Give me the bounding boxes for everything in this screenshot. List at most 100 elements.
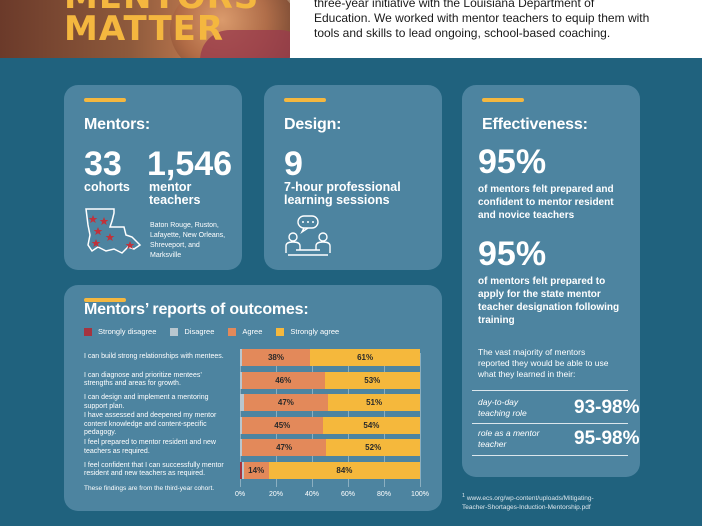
mentors-card: Mentors: 33 cohorts 1,546 mentor teacher…: [64, 85, 242, 270]
bar-row: 47% 51%: [240, 394, 420, 411]
bar-data-label: 84%: [336, 465, 353, 475]
stat1-line-2: confident to mentor resident: [478, 197, 614, 208]
x-tick-label: 0%: [234, 491, 246, 498]
legend-item: Disagree: [170, 327, 214, 336]
hero-title-line1: MENTORS: [64, 0, 259, 14]
divider: [472, 423, 628, 424]
bar-segment-agree: 47%: [243, 394, 329, 411]
legend-swatch: [276, 327, 285, 336]
bar-segment-disagree: [240, 416, 242, 434]
intro-text: three-year initiative with the Louisiana…: [314, 0, 650, 40]
bar-segment-strongly-agree: 52%: [326, 439, 420, 456]
gridline: [420, 353, 421, 487]
bar-data-label: 46%: [275, 375, 292, 385]
bar-segment-disagree: [240, 439, 242, 456]
bar-segment-agree: 38%: [241, 349, 311, 366]
louisiana-map-icon: [85, 208, 142, 254]
x-tick-label: 80%: [376, 491, 392, 498]
x-tick-label: 20%: [268, 491, 284, 498]
bar-segment-strongly-disagree: [240, 461, 242, 479]
location-line-3: Shreveport, and: [150, 242, 200, 249]
bar-data-label: 47%: [277, 398, 294, 407]
statement-label: I have assessed and deepened my mentor co…: [84, 412, 217, 437]
majority-line-2: reported they would be able to use: [478, 358, 609, 368]
row1-label-1: day-to-day: [478, 397, 519, 407]
legend-item: Agree: [228, 327, 262, 336]
statement-label: I can diagnose and prioritize mentees’ st…: [84, 371, 202, 388]
bar-data-label: 38%: [267, 353, 284, 362]
location-line-1: Baton Rouge, Ruston,: [150, 222, 219, 229]
bar-segment-strongly-agree: 51%: [328, 394, 420, 411]
bar-segment-disagree: [240, 371, 242, 389]
row2-label-1: role as a mentor: [478, 428, 540, 438]
legend-label: Strongly disagree: [98, 327, 157, 336]
x-tick-label: 60%: [340, 491, 356, 498]
stat2-line-4: training: [478, 315, 515, 326]
legend-item: Strongly disagree: [84, 327, 156, 336]
chart-footnote: These findings are from the third-year c…: [84, 485, 215, 492]
bar-data-label: 45%: [274, 420, 291, 430]
x-tick-label: 40%: [304, 491, 320, 498]
statement-label: I feel prepared to mentor resident and n…: [84, 439, 216, 455]
bar-data-label: 53%: [364, 375, 381, 385]
row1-label-2: teaching role: [478, 408, 527, 418]
accent-bar: [84, 98, 126, 102]
legend-label: Disagree: [184, 327, 215, 336]
legend-label: Agree: [242, 327, 263, 336]
design-card: Design: 9 7-hour professional learning s…: [264, 85, 442, 270]
row2-value: 95-98%: [574, 428, 640, 449]
stat2-line-2: apply for the state mentor: [478, 289, 601, 300]
intro-panel: three-year initiative with the Louisiana…: [290, 0, 702, 58]
teachers-value: 1,546: [147, 145, 233, 183]
divider: [472, 390, 628, 391]
bar-segment-agree: 45%: [241, 416, 323, 434]
majority-line-1: The vast majority of mentors: [478, 347, 586, 357]
bar-data-label: 47%: [276, 443, 293, 452]
bar-segment-strongly-agree: 54%: [322, 416, 420, 434]
statement-label: I feel confident that I can successfully…: [84, 461, 224, 478]
outcomes-card: Mentors’ reports of outcomes: Strongly d…: [64, 285, 442, 511]
legend-label: Strongly agree: [290, 327, 340, 336]
bar-segment-strongly-agree: 53%: [324, 371, 420, 389]
stat2-value: 95%: [478, 235, 547, 273]
teachers-label-2: teachers: [149, 193, 201, 207]
statement-label: I can design and implement a mentoring su…: [84, 394, 209, 410]
bar-data-label: 61%: [357, 353, 374, 362]
bar-row: 47% 52%: [240, 439, 420, 456]
design-title: Design:: [284, 116, 342, 133]
bar-row: 14% 84%: [240, 461, 420, 479]
mentors-title: Mentors:: [84, 116, 150, 133]
bar-segment-strongly-agree: 84%: [268, 461, 420, 479]
legend-swatch: [228, 327, 237, 336]
bar-segment-agree: 14%: [243, 461, 269, 479]
hero-title-line2: MATTER: [64, 9, 225, 49]
bar-segment-agree: 47%: [241, 439, 327, 456]
row1-value: 93-98%: [574, 397, 640, 418]
cohorts-value: 33: [84, 145, 122, 183]
cohorts-label: cohorts: [84, 180, 130, 194]
reference-line-2: Teacher-Shortages-Induction-Mentorship.p…: [462, 504, 591, 512]
mentor-photo-shirt: [200, 30, 290, 58]
bar-segment-agree: 46%: [241, 371, 325, 389]
bar-data-label: 54%: [363, 420, 380, 430]
stat1-line-1: of mentors felt prepared and: [478, 184, 614, 195]
reference-marker: 1: [462, 493, 466, 499]
bar-segment-disagree: [240, 349, 242, 366]
location-line-2: Lafayette, New Orleans,: [150, 232, 226, 239]
stat2-line-3: teacher designation following: [478, 302, 620, 313]
hero-banner: MENTORS MATTER: [0, 0, 290, 58]
sessions-value: 9: [284, 145, 303, 183]
accent-bar: [284, 98, 326, 102]
outcomes-title: Mentors’ reports of outcomes:: [84, 301, 309, 318]
location-line-4: Marksville: [150, 252, 182, 259]
divider: [472, 455, 628, 456]
majority-line-3: what they learned in their:: [478, 369, 576, 379]
bar-segment-disagree: [240, 394, 244, 411]
chart-legend: Strongly disagree Disagree Agree Strongly a…: [84, 327, 339, 336]
stat1-value: 95%: [478, 143, 547, 181]
conversation-icon: [285, 215, 331, 256]
bar-row: 38% 61%: [240, 349, 420, 366]
stat1-line-3: and novice teachers: [478, 210, 575, 221]
bar-segment-strongly-agree: 61%: [310, 349, 420, 366]
accent-bar: [482, 98, 524, 102]
